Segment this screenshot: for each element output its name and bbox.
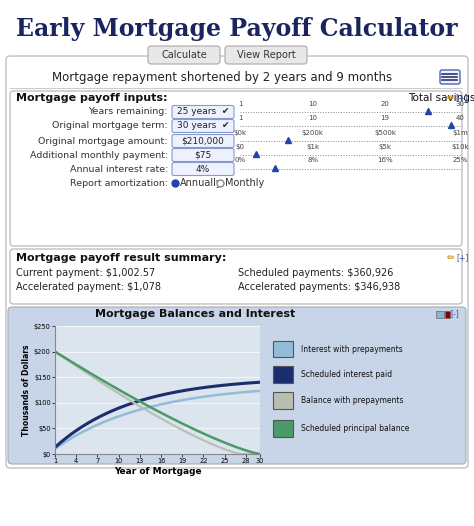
Text: 30: 30 xyxy=(456,100,465,106)
Y-axis label: Thousands of Dollars: Thousands of Dollars xyxy=(22,344,31,436)
Text: 30 years  ✔: 30 years ✔ xyxy=(177,122,229,130)
Text: $1m: $1m xyxy=(452,129,468,136)
Text: Mortgage Balances and Interest: Mortgage Balances and Interest xyxy=(95,309,295,319)
Text: 16%: 16% xyxy=(377,157,393,164)
FancyBboxPatch shape xyxy=(172,163,234,176)
Text: 4%: 4% xyxy=(196,165,210,174)
Text: 8%: 8% xyxy=(307,157,318,164)
Text: Mortgage repayment shortened by 2 years and 9 months: Mortgage repayment shortened by 2 years … xyxy=(52,70,392,84)
Text: 19: 19 xyxy=(381,115,390,120)
Text: Interest with prepayments: Interest with prepayments xyxy=(301,345,403,353)
Text: $200k: $200k xyxy=(301,129,324,136)
Text: Early Mortgage Payoff Calculator: Early Mortgage Payoff Calculator xyxy=(16,17,458,41)
Text: $210,000: $210,000 xyxy=(182,137,224,146)
Text: Scheduled principal balance: Scheduled principal balance xyxy=(301,424,410,433)
Text: Report amortization:: Report amortization: xyxy=(70,178,168,187)
Bar xyxy=(436,311,444,318)
Bar xyxy=(445,311,450,318)
Text: $75: $75 xyxy=(194,150,211,159)
Text: Additional monthly payment:: Additional monthly payment: xyxy=(30,150,168,159)
Text: Current payment: $1,002.57: Current payment: $1,002.57 xyxy=(16,268,155,278)
Text: 0%: 0% xyxy=(235,157,246,164)
FancyBboxPatch shape xyxy=(172,148,234,161)
FancyBboxPatch shape xyxy=(10,249,462,304)
Text: Original mortgage amount:: Original mortgage amount: xyxy=(38,137,168,146)
Text: 1: 1 xyxy=(238,115,242,120)
Text: $0k: $0k xyxy=(233,129,246,136)
Text: $0: $0 xyxy=(236,144,245,149)
Text: $5k: $5k xyxy=(379,144,392,149)
Text: Mortgage payoff inputs:: Mortgage payoff inputs: xyxy=(16,93,167,103)
FancyBboxPatch shape xyxy=(225,46,307,64)
Text: Calculate: Calculate xyxy=(161,50,207,60)
Text: Annually: Annually xyxy=(180,178,223,188)
Text: Accelerated payment: $1,078: Accelerated payment: $1,078 xyxy=(16,282,161,292)
FancyBboxPatch shape xyxy=(273,366,293,383)
X-axis label: Year of Mortgage: Year of Mortgage xyxy=(114,467,201,476)
Text: ✏: ✏ xyxy=(447,253,455,263)
Text: Scheduled interest paid: Scheduled interest paid xyxy=(301,370,392,379)
Text: Accelerated payments: $346,938: Accelerated payments: $346,938 xyxy=(238,282,400,292)
Text: 20: 20 xyxy=(381,100,390,106)
Text: $1k: $1k xyxy=(306,144,319,149)
Text: 1: 1 xyxy=(238,100,242,106)
FancyBboxPatch shape xyxy=(10,91,462,246)
Text: $500k: $500k xyxy=(374,129,396,136)
Text: Annual interest rate:: Annual interest rate: xyxy=(70,165,168,174)
Text: 10: 10 xyxy=(308,100,317,106)
FancyBboxPatch shape xyxy=(172,106,234,118)
FancyBboxPatch shape xyxy=(6,56,468,468)
Text: Balance with prepayments: Balance with prepayments xyxy=(301,396,403,404)
Text: Original mortgage term:: Original mortgage term: xyxy=(52,122,168,130)
Text: $10k: $10k xyxy=(451,144,469,149)
Text: Mortgage payoff result summary:: Mortgage payoff result summary: xyxy=(16,253,227,263)
Text: ✏: ✏ xyxy=(447,93,455,103)
FancyBboxPatch shape xyxy=(273,420,293,437)
FancyBboxPatch shape xyxy=(440,70,460,84)
Text: Years remaining:: Years remaining: xyxy=(89,107,168,116)
FancyBboxPatch shape xyxy=(273,341,293,357)
Text: Monthly: Monthly xyxy=(225,178,264,188)
Text: [-]: [-] xyxy=(451,309,459,319)
Text: [+]: [+] xyxy=(456,94,468,103)
FancyBboxPatch shape xyxy=(148,46,220,64)
Text: [+]: [+] xyxy=(457,254,469,262)
Text: 25%: 25% xyxy=(452,157,468,164)
FancyBboxPatch shape xyxy=(172,135,234,147)
Text: 10: 10 xyxy=(308,115,317,120)
Text: 40: 40 xyxy=(456,115,465,120)
FancyBboxPatch shape xyxy=(273,392,293,409)
Text: View Report: View Report xyxy=(237,50,295,60)
FancyBboxPatch shape xyxy=(8,307,466,464)
Text: Total savings $13,988: Total savings $13,988 xyxy=(408,93,474,103)
Text: Scheduled payments: $360,926: Scheduled payments: $360,926 xyxy=(238,268,393,278)
FancyBboxPatch shape xyxy=(172,119,234,133)
Text: 25 years  ✔: 25 years ✔ xyxy=(177,107,229,116)
